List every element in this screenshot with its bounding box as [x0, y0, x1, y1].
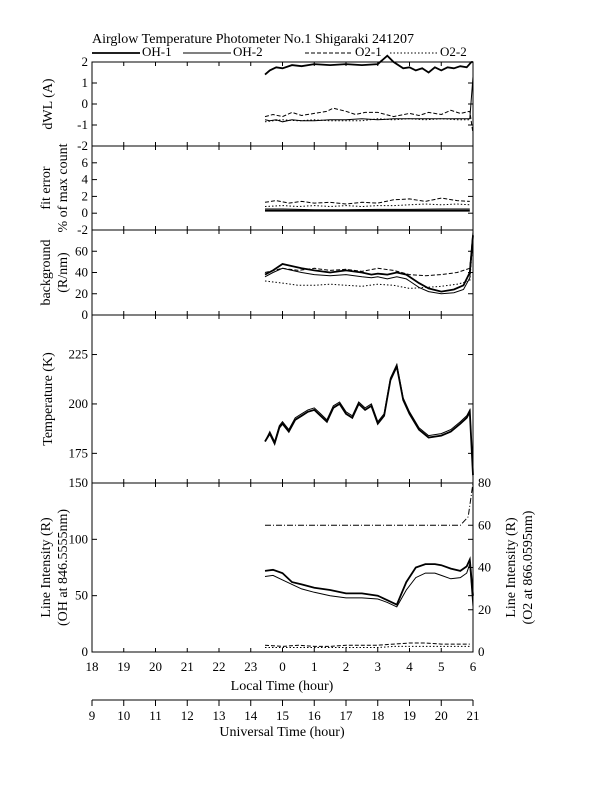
panel-fit-error: 6 42 0 -2 fit error% of max count [39, 143, 474, 237]
panel-temperature: 225 200 175 Temperature (K) [41, 314, 474, 484]
local-time-tick-label: 0 [279, 659, 286, 674]
y2-tick-label: 0 [478, 644, 485, 659]
y-tick-label: 150 [69, 475, 89, 490]
series-line-oh-2 [264, 563, 474, 608]
legend-label-o2-2: O2-2 [440, 44, 467, 59]
y2-tick-label: 20 [478, 602, 491, 617]
chart-title: Airglow Temperature Photometer No.1 Shig… [92, 32, 414, 47]
local-time-tick-label: 5 [438, 659, 445, 674]
y-axis-label: Line Intensity (R) [39, 517, 54, 618]
y-axis-label-2: (R/nm) [56, 252, 71, 293]
local-time-tick-label: 22 [213, 659, 226, 674]
series-line-oh-1 [264, 556, 474, 606]
y-axis-label: Temperature (K) [41, 352, 56, 446]
legend-label-oh-1: OH-1 [142, 44, 172, 59]
legend: OH-1 OH-2 O2-1 O2-2 [92, 44, 467, 59]
y-tick-label: 0 [82, 96, 89, 111]
y-tick-label: -2 [77, 222, 88, 237]
universal-time-tick-label: 12 [181, 708, 194, 723]
series-line-oh-2 [264, 76, 474, 123]
local-time-tick-label: 1 [311, 659, 318, 674]
y-tick-label: 2 [82, 54, 89, 69]
universal-time-tick-label: 19 [403, 708, 416, 723]
y-axis-label: fit error [39, 166, 54, 209]
y-tick-label: 50 [75, 588, 88, 603]
x-axes: 18 19 20 21 22 23 0 1 2 3 4 5 69 10 11 12 13 14 15 16 17 18 19… [86, 659, 480, 723]
series-line-o2-2 [264, 203, 470, 208]
local-time-tick-label: 6 [470, 659, 477, 674]
series-line-o2-1 [264, 197, 470, 205]
y-tick-label: 0 [82, 205, 89, 220]
legend-label-oh-2: OH-2 [233, 44, 263, 59]
y-tick-label: 0 [82, 307, 89, 322]
y-tick-label: 40 [75, 265, 88, 280]
universal-time-tick-label: 18 [371, 708, 384, 723]
y-tick-label: 4 [82, 172, 89, 187]
y-tick-label: 0 [82, 644, 89, 659]
local-time-tick-label: 2 [343, 659, 350, 674]
y-axis-label-2: (OH at 846.5555nm) [56, 509, 71, 626]
y-axis-label: dWL (A) [41, 78, 56, 130]
series-line-o2-1 [264, 232, 474, 277]
panel-frame [91, 61, 474, 147]
series-line-o2-1 [264, 107, 474, 134]
series-line-oh-2 [264, 362, 474, 478]
series-line-o2-2 [265, 645, 470, 648]
y-tick-label: 6 [82, 155, 89, 170]
universal-time-tick-label: 11 [149, 708, 162, 723]
universal-time-tick-label: 20 [435, 708, 448, 723]
y-tick-label: 60 [75, 243, 88, 258]
y-tick-label: 2 [82, 188, 89, 203]
local-time-tick-label: 18 [86, 659, 99, 674]
local-time-axis-label: Local Time (hour) [231, 679, 334, 694]
series-line-oh-1 [264, 235, 474, 293]
y-axis-label-2: % of max count [56, 143, 71, 232]
universal-time-tick-label: 13 [213, 708, 226, 723]
y2-axis-label: Line Intensity (R) [504, 517, 519, 618]
y2-tick-label: 80 [478, 475, 491, 490]
series-line-oh-1 [264, 363, 474, 476]
y-axis-label: background [39, 239, 54, 305]
y-tick-label: -1 [77, 117, 88, 132]
y-tick-label: 100 [69, 531, 89, 546]
y-tick-label: 225 [69, 347, 89, 362]
local-time-tick-label: 3 [375, 659, 382, 674]
local-time-tick-label: 23 [244, 659, 257, 674]
panel-frame [91, 145, 474, 231]
local-time-tick-label: 4 [406, 659, 413, 674]
panel-dwl: 2 1 0 -1 -2 dWL (A) [41, 54, 474, 153]
universal-time-tick-label: 15 [276, 708, 289, 723]
y-tick-label: 175 [69, 445, 89, 460]
panel-background: 60 40 20 0 background (R/nm) [39, 229, 474, 322]
local-time-tick-label: 19 [117, 659, 130, 674]
local-time-tick-label: 20 [149, 659, 162, 674]
y2-tick-label: 60 [478, 517, 491, 532]
series-line-o2-1 [264, 642, 470, 647]
y2-axis-label-2: (O2 at 866.0595nm) [521, 510, 536, 624]
series-line-o2-2 [264, 238, 474, 289]
universal-time-tick-label: 17 [340, 708, 354, 723]
universal-time-tick-label: 10 [117, 708, 130, 723]
y-tick-label: 1 [82, 75, 89, 90]
y-tick-label: 200 [69, 396, 89, 411]
y-tick-label: 20 [75, 286, 88, 301]
series-line-oh-2 [265, 208, 470, 211]
universal-time-tick-label: 16 [308, 708, 322, 723]
universal-time-axis-label: Universal Time (hour) [219, 725, 345, 740]
panel-frame [91, 229, 474, 316]
y-tick-label: -2 [77, 138, 88, 153]
series-line-oh-1 [264, 54, 473, 76]
panel-frame [91, 314, 474, 484]
series-line-o2-reference [265, 482, 474, 526]
legend-label-o2-1: O2-1 [355, 44, 382, 59]
local-time-tick-label: 21 [181, 659, 194, 674]
series-line-oh-2 [264, 235, 474, 295]
universal-time-tick-label: 9 [89, 708, 96, 723]
universal-time-tick-label: 21 [467, 708, 480, 723]
y2-tick-label: 40 [478, 560, 491, 575]
universal-time-tick-label: 14 [244, 708, 258, 723]
